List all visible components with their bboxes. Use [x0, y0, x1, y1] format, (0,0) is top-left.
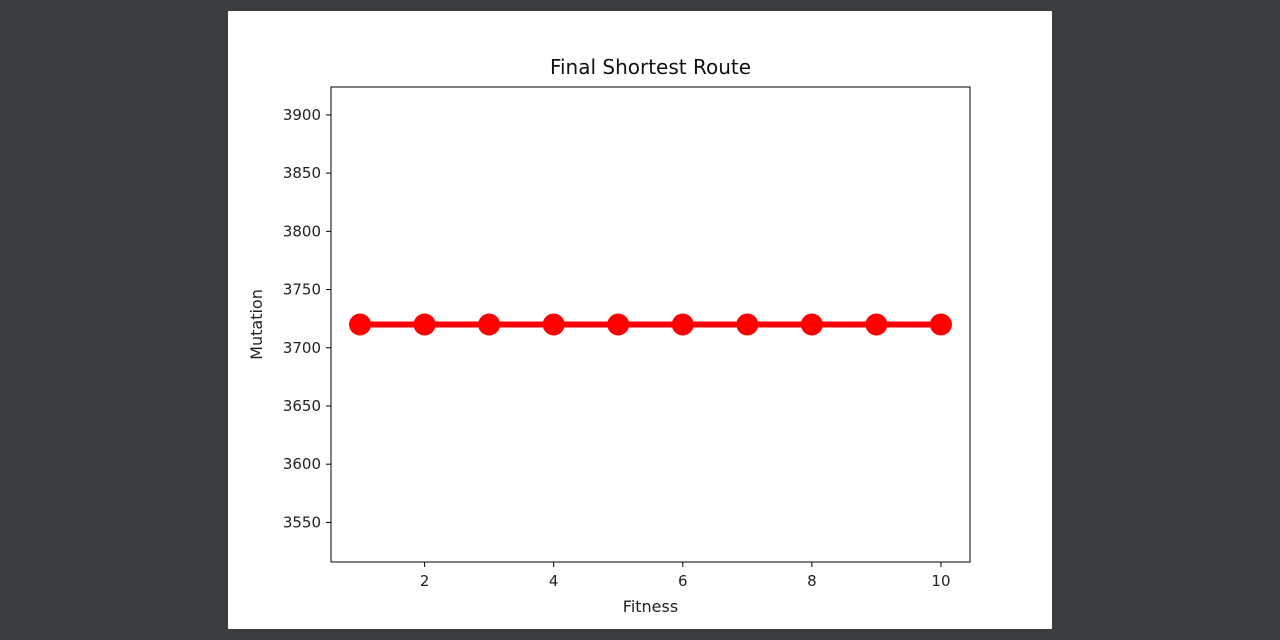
x-tick-label: 4: [549, 572, 559, 590]
x-tick-label: 2: [420, 572, 430, 590]
data-point: [865, 313, 888, 336]
y-axis-label: Mutation: [247, 289, 266, 360]
y-tick-label: 3750: [283, 281, 321, 299]
y-tick-label: 3900: [283, 106, 321, 124]
x-tick-label: 6: [678, 572, 688, 590]
chart-title: Final Shortest Route: [550, 55, 751, 79]
x-tick-label: 10: [931, 572, 950, 590]
plot-area-frame: [330, 86, 971, 563]
y-tick-label: 3800: [283, 222, 321, 240]
data-point: [800, 313, 823, 336]
chart-figure: Final Shortest Route 2 4 6 8 10 3550 3600 3650…: [228, 11, 1052, 629]
y-tick-label: 3850: [283, 164, 321, 182]
data-point: [929, 313, 952, 336]
x-axis-label: Fitness: [623, 597, 678, 616]
data-point: [349, 313, 372, 336]
data-point: [607, 313, 630, 336]
y-tick-label: 3550: [283, 513, 321, 531]
data-point: [413, 313, 436, 336]
series-layer: [349, 313, 952, 336]
line-chart: Final Shortest Route 2 4 6 8 10 3550 3600 3650…: [247, 55, 971, 616]
y-tick-label: 3600: [283, 455, 321, 473]
data-point: [478, 313, 501, 336]
data-point: [542, 313, 565, 336]
x-tick-label: 8: [807, 572, 817, 590]
y-tick-label: 3700: [283, 339, 321, 357]
data-point: [671, 313, 694, 336]
y-tick-label: 3650: [283, 397, 321, 415]
data-point: [736, 313, 759, 336]
y-axis: 3550 3600 3650 3700 3750 3800 3850 3900: [283, 106, 331, 531]
x-axis: 2 4 6 8 10: [420, 562, 951, 590]
